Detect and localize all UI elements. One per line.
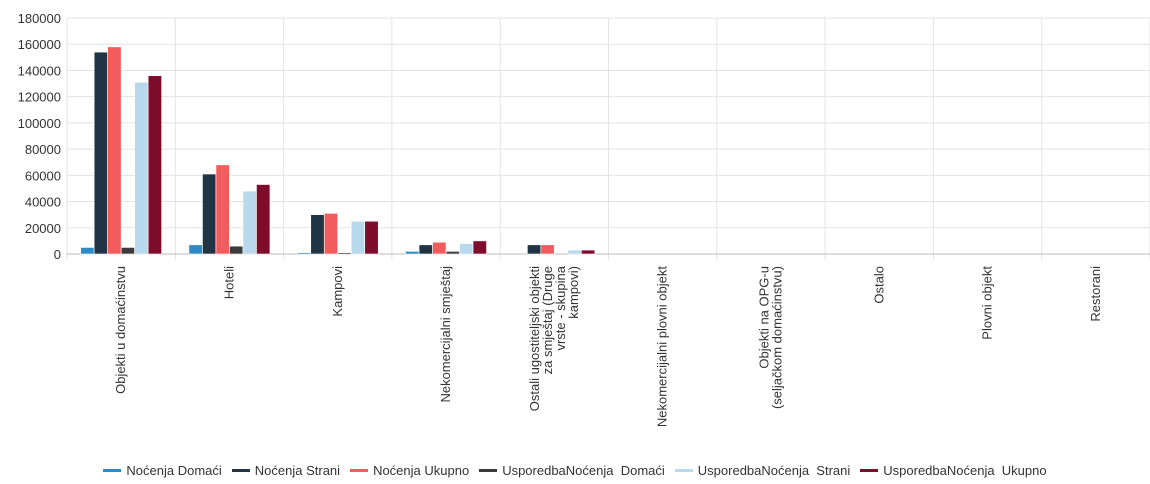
bar[interactable] <box>350 220 366 255</box>
bar[interactable] <box>418 244 433 255</box>
bar[interactable] <box>581 249 596 255</box>
bar[interactable] <box>229 245 244 255</box>
legend-item[interactable]: Noćenja Ukupno <box>350 463 469 478</box>
legend-label: Noćenja Strani <box>254 462 341 478</box>
bar[interactable] <box>188 244 203 255</box>
x-tick-label: Objekti u domaćinstvu <box>113 266 128 394</box>
legend-item[interactable]: Noćenja Strani <box>231 462 341 478</box>
bar[interactable] <box>472 240 487 255</box>
bar[interactable] <box>215 164 230 255</box>
y-tick-label: 80000 <box>25 142 61 157</box>
legend-label: Noćenja Ukupno <box>373 462 470 478</box>
x-tick-label: Ostalo <box>871 266 886 304</box>
bar[interactable] <box>337 252 352 255</box>
bar[interactable] <box>405 251 420 255</box>
legend-item[interactable]: UsporedbaNoćenja Domaći <box>479 463 665 478</box>
x-tick-label: Plovni objekt <box>980 266 995 340</box>
y-tick-label: 120000 <box>18 90 61 105</box>
bar[interactable] <box>364 220 379 255</box>
bar[interactable] <box>134 81 149 255</box>
bar[interactable] <box>432 241 447 255</box>
x-tick-label: Restorani <box>1088 266 1103 322</box>
y-tick-label: 20000 <box>25 221 61 236</box>
legend-swatch <box>479 468 498 472</box>
x-tick-label: Hoteli <box>221 266 236 299</box>
legend-item[interactable]: Noćenja Domaći <box>103 462 222 478</box>
x-axis-labels: Objekti u domaćinstvu Hoteli Kampovi Nekome… <box>113 265 1103 427</box>
bar[interactable] <box>540 244 555 255</box>
bar[interactable] <box>242 190 257 255</box>
x-tick-label: za smještaj (Druge <box>540 266 555 374</box>
bar[interactable] <box>107 46 122 255</box>
x-tick-label: Nekomercijalni smještaj <box>438 266 453 403</box>
bar-chart: 0 20000 40000 60000 80000 100000 120000 140000 1… <box>18 11 1150 427</box>
legend: Noćenja Domaći Noćenja Strani Noćenja Ukup… <box>0 460 1150 480</box>
x-tick-label: vrste - skupina <box>553 265 568 350</box>
legend-swatch <box>860 468 879 472</box>
bar[interactable] <box>459 243 474 255</box>
bar[interactable] <box>147 75 162 255</box>
y-tick-label: 180000 <box>18 11 61 26</box>
y-tick-label: 40000 <box>25 195 61 210</box>
x-tick-label: (seljačkom domaćinstvu) <box>769 266 784 409</box>
bars <box>80 46 596 255</box>
bar[interactable] <box>93 51 108 255</box>
legend-swatch <box>350 468 369 472</box>
bar[interactable] <box>310 214 325 255</box>
bar[interactable] <box>323 213 339 255</box>
x-tick-label: Objekti na OPG-u <box>756 266 771 369</box>
bar[interactable] <box>445 251 460 255</box>
bar[interactable] <box>256 184 271 255</box>
y-tick-label: 0 <box>54 247 61 262</box>
bar[interactable] <box>80 247 95 255</box>
x-tick-label: Ostali ugostiteljski objekti <box>527 266 542 411</box>
bar[interactable] <box>567 249 582 255</box>
legend-swatch <box>103 468 122 472</box>
y-tick-label: 140000 <box>18 63 61 78</box>
y-axis-ticks: 0 20000 40000 60000 80000 100000 120000 140000 1… <box>18 11 61 262</box>
legend-swatch <box>674 468 693 472</box>
x-tick-label: kampovi) <box>566 266 581 319</box>
y-tick-label: 60000 <box>25 168 61 183</box>
x-tick-label: Nekomercijalni plovni objekt <box>655 266 670 428</box>
bar[interactable] <box>202 173 217 255</box>
legend-swatch <box>231 468 250 472</box>
legend-item[interactable]: UsporedbaNoćenja Strani <box>674 462 851 478</box>
y-tick-label: 160000 <box>18 37 61 52</box>
legend-item[interactable]: UsporedbaNoćenja Ukupno <box>860 462 1047 478</box>
y-tick-label: 100000 <box>18 116 61 131</box>
bar[interactable] <box>296 252 312 255</box>
legend-label: UsporedbaNoćenja Strani <box>697 462 851 478</box>
x-tick-label: Kampovi <box>330 266 345 317</box>
legend-label: UsporedbaNoćenja Domaći <box>502 462 665 478</box>
legend-label: UsporedbaNoćenja Ukupno <box>883 462 1047 478</box>
bar[interactable] <box>527 244 542 255</box>
legend-label: Noćenja Domaći <box>126 462 222 478</box>
bar[interactable] <box>120 247 135 255</box>
